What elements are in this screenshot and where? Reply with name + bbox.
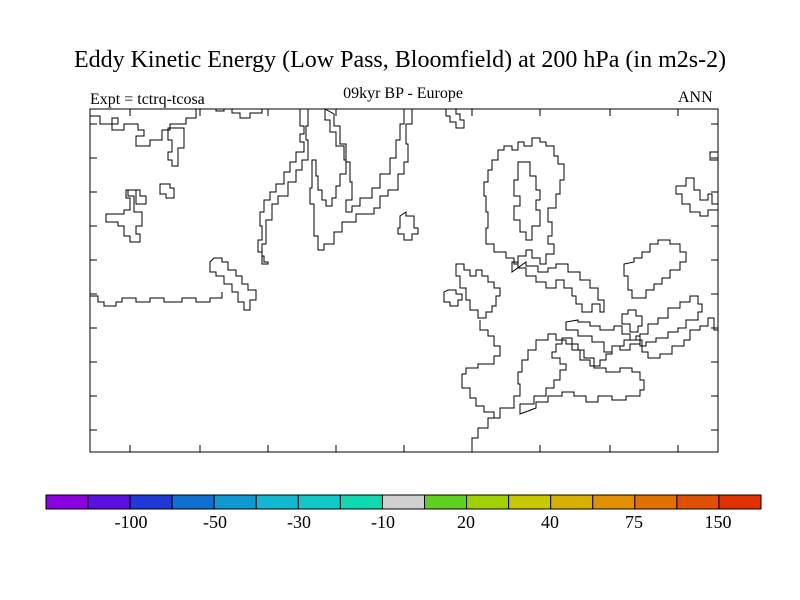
- colorbar-box: [339, 494, 383, 510]
- coastline-greenland: [231, 109, 263, 119]
- coastline-aegean: [621, 309, 643, 333]
- experiment-label: Expt = tctrq-tcosa: [90, 91, 205, 108]
- colorbar-label: -30: [287, 512, 311, 532]
- colorbar-label: 75: [625, 512, 643, 532]
- coastline-black-sea: [623, 239, 687, 299]
- coastline-balkans: [565, 295, 703, 353]
- coastline-labrador: [89, 109, 197, 147]
- coastline-atlantic-line: [90, 292, 223, 307]
- coastlines: [89, 108, 718, 452]
- colorbar-label: -50: [203, 512, 227, 532]
- coastline-mainland-west: [471, 317, 718, 452]
- colorbar-box: [171, 494, 215, 510]
- colorbar-box: [676, 494, 720, 510]
- colorbar-label: 20: [457, 512, 475, 532]
- coastline-biscay: [461, 320, 501, 418]
- coastline-finland: [511, 261, 605, 313]
- colorbar-box: [634, 494, 678, 510]
- season-label: ANN: [678, 89, 713, 106]
- coastline-caspian: [709, 151, 718, 161]
- colorbar-label: -10: [371, 512, 395, 532]
- map-title: Eddy Kinetic Energy (Low Pass, Bloomfiel…: [73, 47, 727, 73]
- coastline-islet-top: [445, 109, 465, 129]
- coastline-east: [675, 177, 718, 217]
- coastline-mediterranean: [519, 337, 645, 415]
- coastline-faroe: [397, 211, 419, 241]
- map-ticks: [90, 109, 718, 452]
- subtitle-label: 09kyr BP - Europe: [343, 85, 463, 102]
- colorbar-label: 40: [541, 512, 559, 532]
- coastline-labrador-islet-2: [159, 183, 175, 199]
- coastline-britain-main: [455, 263, 501, 319]
- colorbar-box: [550, 494, 594, 510]
- coastline-greenland-islet: [215, 109, 225, 112]
- colorbar-box: [87, 494, 131, 510]
- colorbar-box: [213, 494, 257, 510]
- colorbar-box: [381, 494, 426, 510]
- coastline-britain: [443, 289, 463, 307]
- colorbar-box: [255, 494, 299, 510]
- coastline-iceland-east: [309, 108, 413, 251]
- colorbar-box: [592, 494, 636, 510]
- colorbar-boxes: [45, 494, 762, 510]
- coastline-iceland: [257, 109, 309, 265]
- coastline-islets-mid: [209, 257, 257, 311]
- coastline-scandinavia: [483, 137, 565, 265]
- colorbar-box: [45, 494, 89, 510]
- colorbar-label: 150: [704, 512, 732, 532]
- colorbar-box: [297, 494, 341, 510]
- colorbar-box: [129, 494, 173, 510]
- coastline-labrador-islet-1: [167, 127, 185, 167]
- colorbar-box: [718, 494, 762, 510]
- colorbar-box: [466, 494, 510, 510]
- colorbar-label: -100: [114, 512, 148, 532]
- colorbar-box: [508, 494, 552, 510]
- coastline-islands-west: [105, 189, 147, 243]
- colorbar-box: [424, 494, 468, 510]
